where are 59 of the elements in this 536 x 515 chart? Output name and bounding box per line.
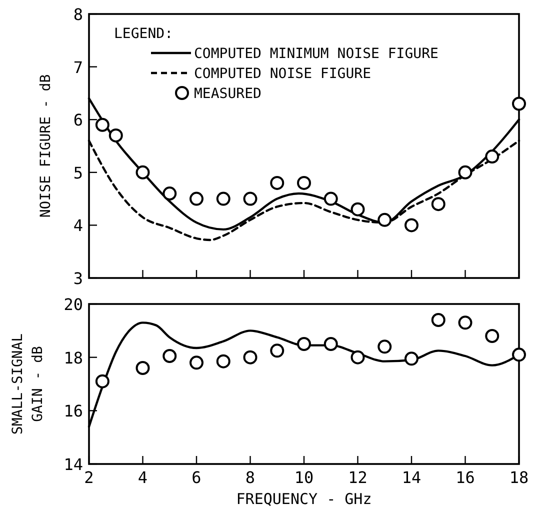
point (216, 192, 230, 206)
y-tick-label: 7 (73, 58, 83, 77)
point (162, 186, 177, 201)
point (431, 197, 446, 212)
point (404, 218, 418, 232)
x-tick-label: 2 (84, 468, 94, 487)
point (108, 128, 123, 142)
y-tick-label: 4 (73, 216, 83, 236)
point (190, 192, 204, 206)
point (378, 340, 392, 354)
x-tick-label: 4 (138, 468, 148, 487)
point (270, 176, 284, 190)
x-tick-label: 6 (192, 468, 202, 487)
point (431, 313, 446, 327)
legend-title: LEGEND: (114, 26, 174, 42)
point (324, 337, 338, 351)
point (485, 150, 500, 164)
point (136, 361, 150, 375)
point (350, 202, 365, 216)
y-tick-label: 20 (64, 295, 83, 314)
legend-label: MEASURED (194, 86, 262, 102)
y-tick-label: 18 (64, 348, 83, 368)
y-tick-label: 16 (64, 402, 83, 421)
x-tick-label: 18 (509, 468, 529, 487)
y-tick-label: 6 (73, 110, 83, 130)
y-axis-title: SMALL-SIGNAL GAIN - dB (10, 333, 46, 435)
x-tick-label: 14 (402, 468, 422, 487)
point (485, 329, 500, 343)
x-axis-title: FREQUENCY - GHz (236, 490, 372, 508)
point (297, 176, 311, 190)
point (458, 316, 472, 330)
x-tick-label: 10 (294, 468, 314, 487)
x-tick-label: 12 (348, 468, 368, 487)
point (458, 165, 472, 180)
point (136, 165, 150, 180)
point (350, 350, 365, 364)
point (270, 344, 284, 358)
point (404, 352, 418, 366)
x-tick-label: 16 (456, 468, 475, 487)
point (95, 374, 110, 388)
point (243, 192, 258, 206)
y-tick-label: 14 (64, 455, 83, 474)
y-tick-label: 8 (73, 5, 83, 24)
y-tick-label: 3 (73, 269, 83, 288)
legend-label: COMPUTED NOISE FIGURE (194, 66, 372, 82)
point (162, 349, 177, 363)
point (512, 348, 526, 362)
point (190, 356, 204, 370)
legend-label: COMPUTED MINIMUM NOISE FIGURE (194, 46, 438, 62)
y-axis-title: NOISE FIGURE - dB (38, 74, 54, 218)
point (95, 118, 110, 132)
x-tick-label: 8 (245, 468, 256, 487)
point (216, 354, 230, 368)
point (243, 350, 258, 364)
point (378, 212, 392, 227)
point (297, 337, 311, 351)
y-tick-label: 5 (73, 163, 83, 182)
point (324, 192, 338, 206)
point (512, 96, 526, 111)
